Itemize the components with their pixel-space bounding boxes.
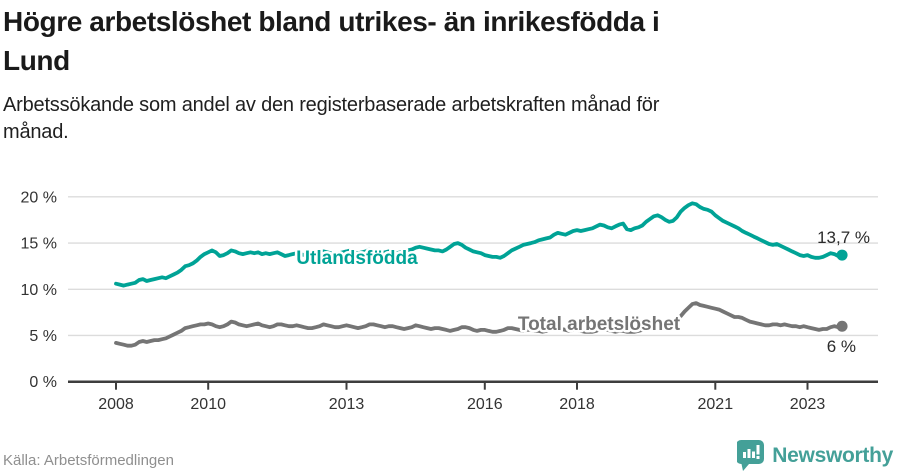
x-axis-label: 2021 — [698, 396, 734, 413]
series-end-dot-total — [836, 320, 848, 332]
y-axis-label: 10 % — [21, 282, 57, 299]
newsworthy-logo-icon — [737, 440, 765, 471]
page-subtitle: Arbetssökande som andel av den registerb… — [3, 92, 897, 146]
y-axis-label: 15 % — [21, 236, 57, 253]
series-line-total — [114, 301, 844, 348]
end-value-annotation: 6 % — [827, 337, 856, 356]
page-title-line2: Lund — [3, 45, 70, 76]
brand-name: Newsworthy — [772, 444, 893, 467]
series-label-total: Total arbetslöshet — [518, 314, 681, 335]
series-label-utlandsfodda: Utlandsfödda — [296, 248, 418, 269]
chart-svg: 0 % 5 % 10 % 15 % 20 % 2008 2010 2013 2016 2018 20… — [21, 189, 878, 413]
y-axis-label: 0 % — [29, 374, 57, 391]
x-axis-label: 2013 — [329, 396, 365, 413]
x-axis-label: 2016 — [467, 396, 503, 413]
logo-bars — [743, 445, 760, 459]
series-line-utlandsfodda — [114, 201, 844, 288]
page-title: Högre arbetslöshet bland utrikes- än inr… — [3, 2, 897, 80]
brand-lockup: Newsworthy — [737, 440, 893, 472]
page-title-line1: Högre arbetslöshet bland utrikes- än inr… — [3, 6, 660, 37]
page-subtitle-line1: Arbetssökande som andel av den registerb… — [3, 94, 660, 116]
y-axis-label: 20 % — [21, 189, 57, 206]
page-subtitle-line2: månad. — [3, 121, 69, 143]
series-end-dot-utlandsfodda — [836, 249, 848, 261]
chart-header: Högre arbetslöshet bland utrikes- än inr… — [3, 2, 897, 146]
x-axis-label: 2010 — [190, 396, 226, 413]
end-value-annotation: 13,7 % — [817, 228, 870, 247]
y-axis-label: 5 % — [29, 328, 57, 345]
x-axis-label: 2008 — [98, 396, 134, 413]
source-credit: Källa: Arbetsförmedlingen — [3, 452, 174, 469]
x-axis-label: 2018 — [559, 396, 595, 413]
x-axis-label: 2023 — [790, 396, 826, 413]
